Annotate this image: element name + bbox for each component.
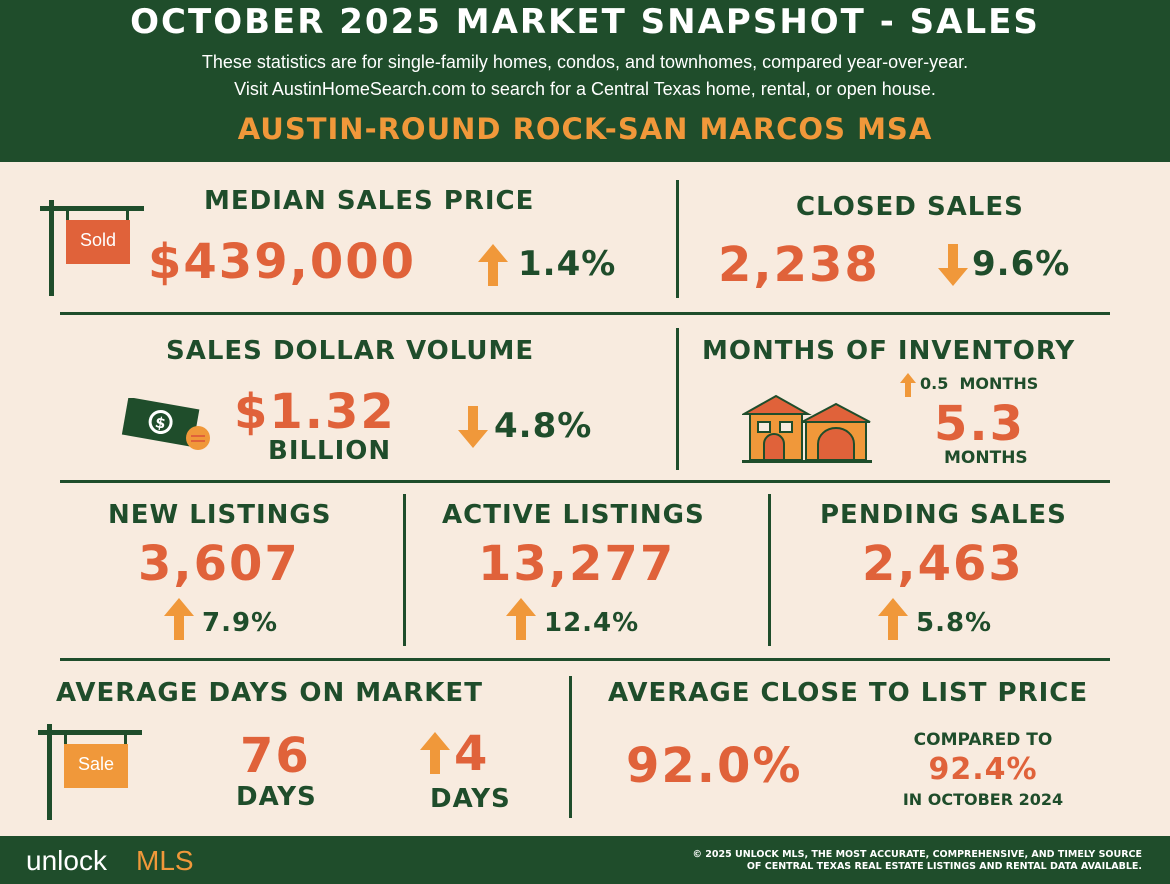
logo-unlock: unlock — [26, 845, 107, 876]
average-close-to-list-label: AVERAGE CLOSE TO LIST PRICE — [608, 678, 1089, 708]
pending-sales-change: 5.8% — [916, 608, 993, 638]
months-of-inventory-label: MONTHS OF INVENTORY — [702, 336, 1076, 366]
average-days-on-market-change-unit: DAYS — [430, 784, 511, 814]
divider — [676, 328, 679, 470]
copyright-line-2: OF CENTRAL TEXAS REAL ESTATE LISTINGS AN… — [746, 861, 1142, 872]
median-sales-price-change: 1.4% — [518, 244, 617, 284]
arrow-up-icon — [900, 373, 916, 397]
logo-mls: MLS — [136, 845, 194, 876]
header-banner: OCTOBER 2025 MARKET SNAPSHOT - SALES The… — [0, 0, 1170, 162]
median-sales-price-value: $439,000 — [148, 234, 417, 290]
average-close-to-list-value: 92.0% — [626, 738, 803, 794]
pending-sales-value: 2,463 — [862, 536, 1024, 592]
months-of-inventory-value: 5.3 — [934, 396, 1026, 452]
arrow-up-icon — [420, 732, 450, 774]
subtitle-line-2: Visit AustinHomeSearch.com to search for… — [234, 79, 936, 99]
sale-sign-text: Sale — [77, 754, 115, 774]
divider — [676, 180, 679, 298]
new-listings-change: 7.9% — [202, 608, 279, 638]
average-days-on-market-change: 4 — [454, 726, 490, 782]
sales-dollar-volume-change: 4.8% — [494, 406, 593, 446]
arrow-down-icon — [458, 406, 488, 448]
arrow-down-icon — [938, 244, 968, 286]
divider — [768, 494, 771, 646]
copyright: © 2025 UNLOCK MLS, THE MOST ACCURATE, CO… — [692, 849, 1142, 873]
sales-dollar-volume-value: $1.32 — [234, 384, 396, 440]
months-of-inventory-change: 0.5 MONTHS — [920, 374, 1039, 393]
sold-sign-icon — [40, 200, 144, 296]
divider — [60, 312, 1110, 315]
money-icon: $ — [121, 398, 210, 450]
average-days-on-market-unit: DAYS — [236, 782, 317, 812]
compare-label: COMPARED TO — [913, 730, 1053, 750]
divider — [403, 494, 406, 646]
sale-sign-icon — [38, 724, 142, 820]
months-of-inventory-unit: MONTHS — [944, 448, 1028, 468]
sold-sign-text: Sold — [79, 230, 117, 250]
active-listings-change: 12.4% — [544, 608, 640, 638]
median-sales-price-label: MEDIAN SALES PRICE — [204, 186, 535, 216]
arrow-up-icon — [164, 598, 194, 640]
closed-sales-label: CLOSED SALES — [796, 192, 1024, 222]
divider — [569, 676, 572, 818]
footer: unlock MLS © 2025 UNLOCK MLS, THE MOST A… — [0, 836, 1170, 884]
page-title: OCTOBER 2025 MARKET SNAPSHOT - SALES — [130, 2, 1040, 42]
average-days-on-market-value: 76 — [240, 728, 311, 784]
new-listings-value: 3,607 — [138, 536, 300, 592]
compare-period: IN OCTOBER 2024 — [902, 790, 1064, 809]
arrow-up-icon — [506, 598, 536, 640]
active-listings-value: 13,277 — [478, 536, 676, 592]
arrow-up-icon — [478, 244, 508, 286]
pending-sales-label: PENDING SALES — [820, 500, 1067, 530]
divider — [60, 480, 1110, 483]
divider — [60, 658, 1110, 661]
arrow-up-icon — [878, 598, 908, 640]
region-title: AUSTIN-ROUND ROCK-SAN MARCOS MSA — [237, 112, 933, 146]
houses-icon — [742, 394, 872, 463]
average-days-on-market-label: AVERAGE DAYS ON MARKET — [56, 678, 483, 708]
closed-sales-value: 2,238 — [718, 237, 880, 293]
compare-value: 92.4% — [928, 752, 1038, 787]
svg-text:$: $ — [154, 413, 167, 433]
active-listings-label: ACTIVE LISTINGS — [442, 500, 705, 530]
new-listings-label: NEW LISTINGS — [108, 500, 332, 530]
sales-dollar-volume-label: SALES DOLLAR VOLUME — [166, 336, 535, 366]
sales-dollar-volume-unit: BILLION — [268, 436, 392, 466]
closed-sales-change: 9.6% — [972, 244, 1071, 284]
copyright-line-1: © 2025 UNLOCK MLS, THE MOST ACCURATE, CO… — [692, 849, 1142, 860]
subtitle-line-1: These statistics are for single-family h… — [201, 52, 969, 72]
